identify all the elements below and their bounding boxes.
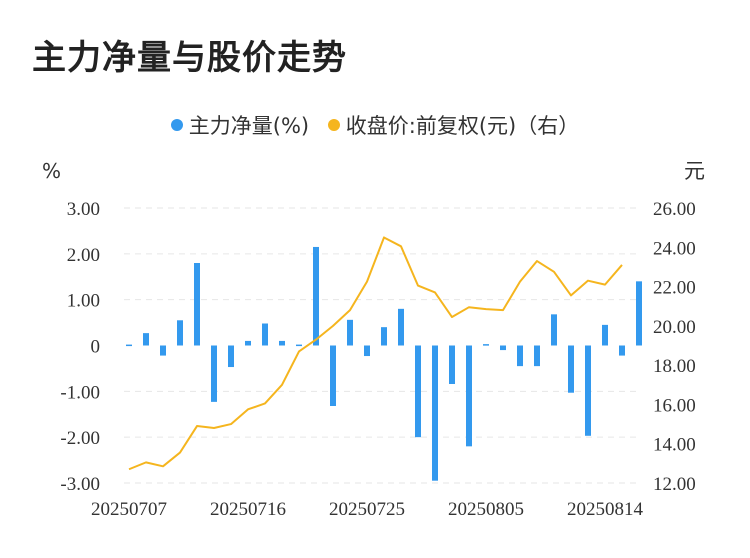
net-bar [398,308,404,346]
grid-lines [124,207,640,484]
net-bar [415,345,421,438]
legend-price-label: 收盘价:前复权(元)（右） [345,114,580,138]
y-left-tick-label: 0 [91,337,101,358]
net-bar [347,319,353,346]
y-right-tick-label: 24.00 [653,238,696,259]
y-axis-right-label: 元 [684,159,705,183]
net-bar [330,345,336,406]
net-bars [126,246,642,481]
y-right-tick-label: 12.00 [653,474,696,495]
chart-title: 主力净量与股价走势 [32,38,347,78]
net-bar [160,345,166,356]
legend-item-net[interactable]: 主力净量(%) [170,110,310,140]
y-right-tick-label: 14.00 [653,435,696,456]
net-bar [585,345,591,436]
legend-item-price[interactable]: 收盘价:前复权(元)（右） [327,110,580,140]
y-left-tick-label: 3.00 [67,199,100,220]
x-tick-label: 20250805 [448,499,524,520]
net-bar [619,345,625,356]
net-bar [432,345,438,481]
net-bar [143,333,149,346]
x-tick-label: 20250716 [210,499,286,520]
net-bar [126,344,132,347]
net-bar [381,327,387,346]
legend-net-marker-icon [170,119,183,131]
net-bar [602,324,608,346]
net-bar [500,345,506,351]
y-left-tick-label: -1.00 [60,382,100,403]
net-bar [483,344,489,346]
legend-net-label: 主力净量(%) [188,114,310,138]
net-bar [245,340,251,346]
net-bar [296,344,302,347]
legend: 主力净量(%) 收盘价:前复权(元)（右） [0,110,750,140]
y-axis-left-label: % [42,159,61,183]
net-bar [364,345,370,357]
net-bar [313,246,319,346]
y-left-tick-label: 1.00 [67,291,100,312]
net-bar [262,323,268,346]
net-bar [551,314,557,346]
price-line-group [128,236,623,471]
y-right-tick-label: 18.00 [653,356,696,377]
x-tick-label: 20250707 [91,499,167,520]
net-bar [279,340,285,346]
legend-price-marker-icon [327,119,340,131]
x-tick-label: 20250725 [329,499,405,520]
y-right-tick-label: 16.00 [653,395,696,416]
net-bar [568,345,574,393]
x-tick-label: 20250814 [567,499,644,520]
axes-labels: 3.00 2.00 1.00 0 -1.00 -2.00 -3.00 26.00 24.00 22… [60,199,695,520]
net-bar [636,281,642,346]
net-bar [177,320,183,346]
y-left-tick-label: -3.00 [60,474,100,495]
y-right-tick-label: 20.00 [653,317,696,338]
net-bar [228,345,234,368]
net-bar [517,345,523,367]
y-left-tick-label: 2.00 [67,245,100,266]
price-line [128,236,623,471]
net-bar [211,345,217,402]
y-left-tick-label: -2.00 [60,428,100,449]
net-bar [534,345,540,367]
y-right-tick-label: 26.00 [653,199,696,220]
net-bar [466,345,472,447]
net-bar [194,263,200,346]
y-right-tick-label: 22.00 [653,278,696,299]
net-bar [449,345,455,384]
